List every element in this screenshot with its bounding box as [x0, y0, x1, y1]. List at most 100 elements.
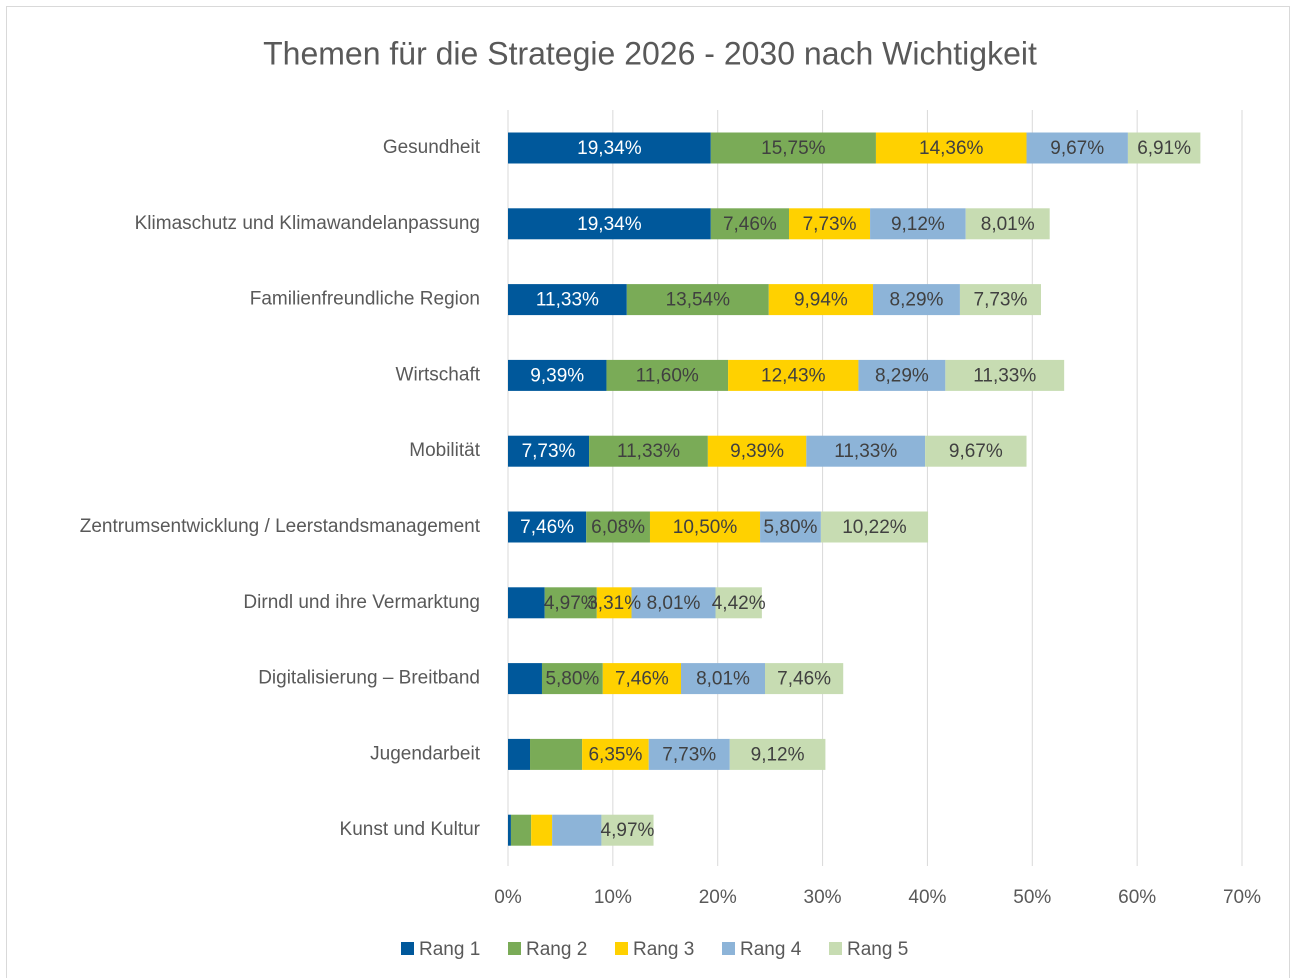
x-tick-label: 60%	[1118, 887, 1156, 908]
bar-segment	[531, 814, 553, 846]
data-label: 8,29%	[890, 290, 944, 311]
bar-segment	[768, 284, 874, 316]
bar-segment	[870, 208, 966, 240]
data-label: 7,73%	[662, 744, 716, 765]
bar-segment	[541, 663, 603, 695]
bar-segment	[582, 738, 649, 770]
legend-label: Rang 5	[847, 939, 908, 960]
bar-segment	[508, 208, 711, 240]
category-label: Dirndl und ihre Vermarktung	[243, 592, 480, 613]
bar-segment	[544, 587, 597, 619]
bar-segment	[710, 208, 790, 240]
data-label: 7,73%	[522, 441, 576, 462]
data-label: 6,35%	[588, 744, 642, 765]
data-label: 15,75%	[761, 138, 826, 159]
data-label: 9,39%	[530, 365, 584, 386]
bar-segment	[945, 359, 1065, 391]
data-label: 13,54%	[666, 290, 731, 311]
legend-swatch	[615, 942, 628, 955]
data-label: 19,34%	[577, 138, 642, 159]
data-label: 11,60%	[636, 365, 699, 386]
data-label: 7,73%	[974, 290, 1028, 311]
bar-segment	[728, 359, 859, 391]
bar-segment	[806, 435, 926, 467]
x-tick-label: 70%	[1223, 887, 1261, 908]
data-label: 9,39%	[730, 441, 784, 462]
bar-segment	[715, 587, 762, 619]
data-label: 10,50%	[673, 517, 738, 538]
bar-segment	[959, 284, 1041, 316]
data-label: 11,33%	[536, 290, 599, 311]
data-label: 7,46%	[520, 517, 574, 538]
bar-segment	[925, 435, 1027, 467]
bar-segment	[729, 738, 826, 770]
legend-label: Rang 4	[740, 939, 802, 960]
bar-segment	[626, 284, 769, 316]
data-label: 8,01%	[647, 593, 701, 614]
data-label: 7,46%	[723, 214, 777, 235]
category-label: Mobilität	[409, 440, 480, 461]
bar-segment	[606, 359, 729, 391]
x-tick-label: 20%	[699, 887, 737, 908]
bar-segment	[508, 663, 542, 695]
data-label: 7,73%	[803, 214, 857, 235]
category-label: Jugendarbeit	[370, 743, 481, 764]
bar-segment	[530, 738, 583, 770]
data-label: 11,33%	[834, 441, 897, 462]
bar-segment	[858, 359, 946, 391]
data-label: 3,31%	[587, 593, 641, 614]
bar-segment	[508, 284, 627, 316]
bar-segment	[707, 435, 807, 467]
bar-segment	[596, 587, 632, 619]
x-tick-label: 30%	[804, 887, 842, 908]
data-label: 5,80%	[545, 669, 599, 690]
bar-segment	[508, 587, 545, 619]
data-label: 6,91%	[1137, 138, 1191, 159]
data-label: 9,67%	[1050, 138, 1104, 159]
data-label: 11,33%	[973, 365, 1036, 386]
bar-segment	[589, 435, 708, 467]
legend-swatch	[829, 942, 842, 955]
bar-segment	[508, 132, 711, 164]
bar-segment	[965, 208, 1050, 240]
category-label: Klimaschutz und Klimawandelanpassung	[135, 213, 480, 234]
x-tick-label: 0%	[494, 887, 522, 908]
bar-segment	[508, 359, 607, 391]
bar-segment	[1127, 132, 1201, 164]
category-label: Familienfreundliche Region	[250, 289, 480, 310]
bar-segment	[875, 132, 1027, 164]
category-label: Gesundheit	[383, 137, 481, 158]
data-label: 14,36%	[919, 138, 984, 159]
legend-swatch	[401, 942, 414, 955]
bar-segment	[760, 511, 821, 543]
data-label: 9,12%	[891, 214, 945, 235]
legend-label: Rang 1	[419, 939, 480, 960]
data-label: 7,46%	[615, 669, 669, 690]
bar-segment	[631, 587, 716, 619]
data-label: 4,97%	[601, 820, 655, 841]
data-label: 4,97%	[544, 593, 598, 614]
x-tick-label: 50%	[1013, 887, 1051, 908]
category-label: Wirtschaft	[396, 364, 481, 385]
bar-segment	[601, 814, 654, 846]
bar-segment	[681, 663, 766, 695]
bar-segment	[510, 814, 532, 846]
legend-swatch	[722, 942, 735, 955]
bar-segment	[648, 738, 730, 770]
data-label: 5,80%	[764, 517, 818, 538]
data-label: 19,34%	[577, 214, 642, 235]
data-label: 10,22%	[842, 517, 907, 538]
bar-segment	[649, 511, 761, 543]
legend-label: Rang 2	[526, 939, 587, 960]
category-label: Zentrumsentwicklung / Leerstandsmanageme…	[80, 516, 481, 537]
legend-swatch	[508, 942, 521, 955]
legend-label: Rang 3	[633, 939, 694, 960]
data-label: 9,67%	[949, 441, 1003, 462]
data-label: 8,01%	[696, 669, 750, 690]
data-label: 6,08%	[591, 517, 645, 538]
bar-segment	[508, 814, 511, 846]
bar-segment	[873, 284, 960, 316]
category-label: Digitalisierung – Breitband	[258, 668, 480, 689]
data-label: 12,43%	[761, 365, 826, 386]
